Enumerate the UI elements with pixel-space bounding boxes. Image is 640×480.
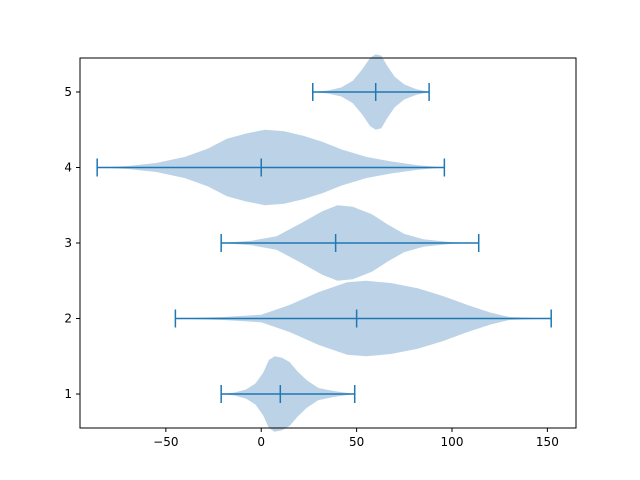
y-tick-label: 4 xyxy=(64,160,72,174)
violin-4 xyxy=(96,129,446,206)
y-axis: 1 2 3 4 5 xyxy=(64,85,80,401)
violin-1 xyxy=(220,356,356,432)
x-tick-label: 0 xyxy=(257,435,265,449)
x-tick-label: −50 xyxy=(153,435,178,449)
violin-layer xyxy=(96,54,552,432)
y-tick-label: 1 xyxy=(64,387,72,401)
violin-3 xyxy=(220,205,480,281)
y-tick-label: 3 xyxy=(64,236,72,250)
y-tick-label: 2 xyxy=(64,312,72,326)
x-axis: −50 0 50 100 150 xyxy=(153,428,559,449)
x-tick-label: 100 xyxy=(441,435,464,449)
y-tick-label: 5 xyxy=(64,85,72,99)
violin-2 xyxy=(174,280,552,357)
x-tick-label: 150 xyxy=(536,435,559,449)
x-tick-label: 50 xyxy=(349,435,364,449)
violin-5 xyxy=(311,54,430,130)
